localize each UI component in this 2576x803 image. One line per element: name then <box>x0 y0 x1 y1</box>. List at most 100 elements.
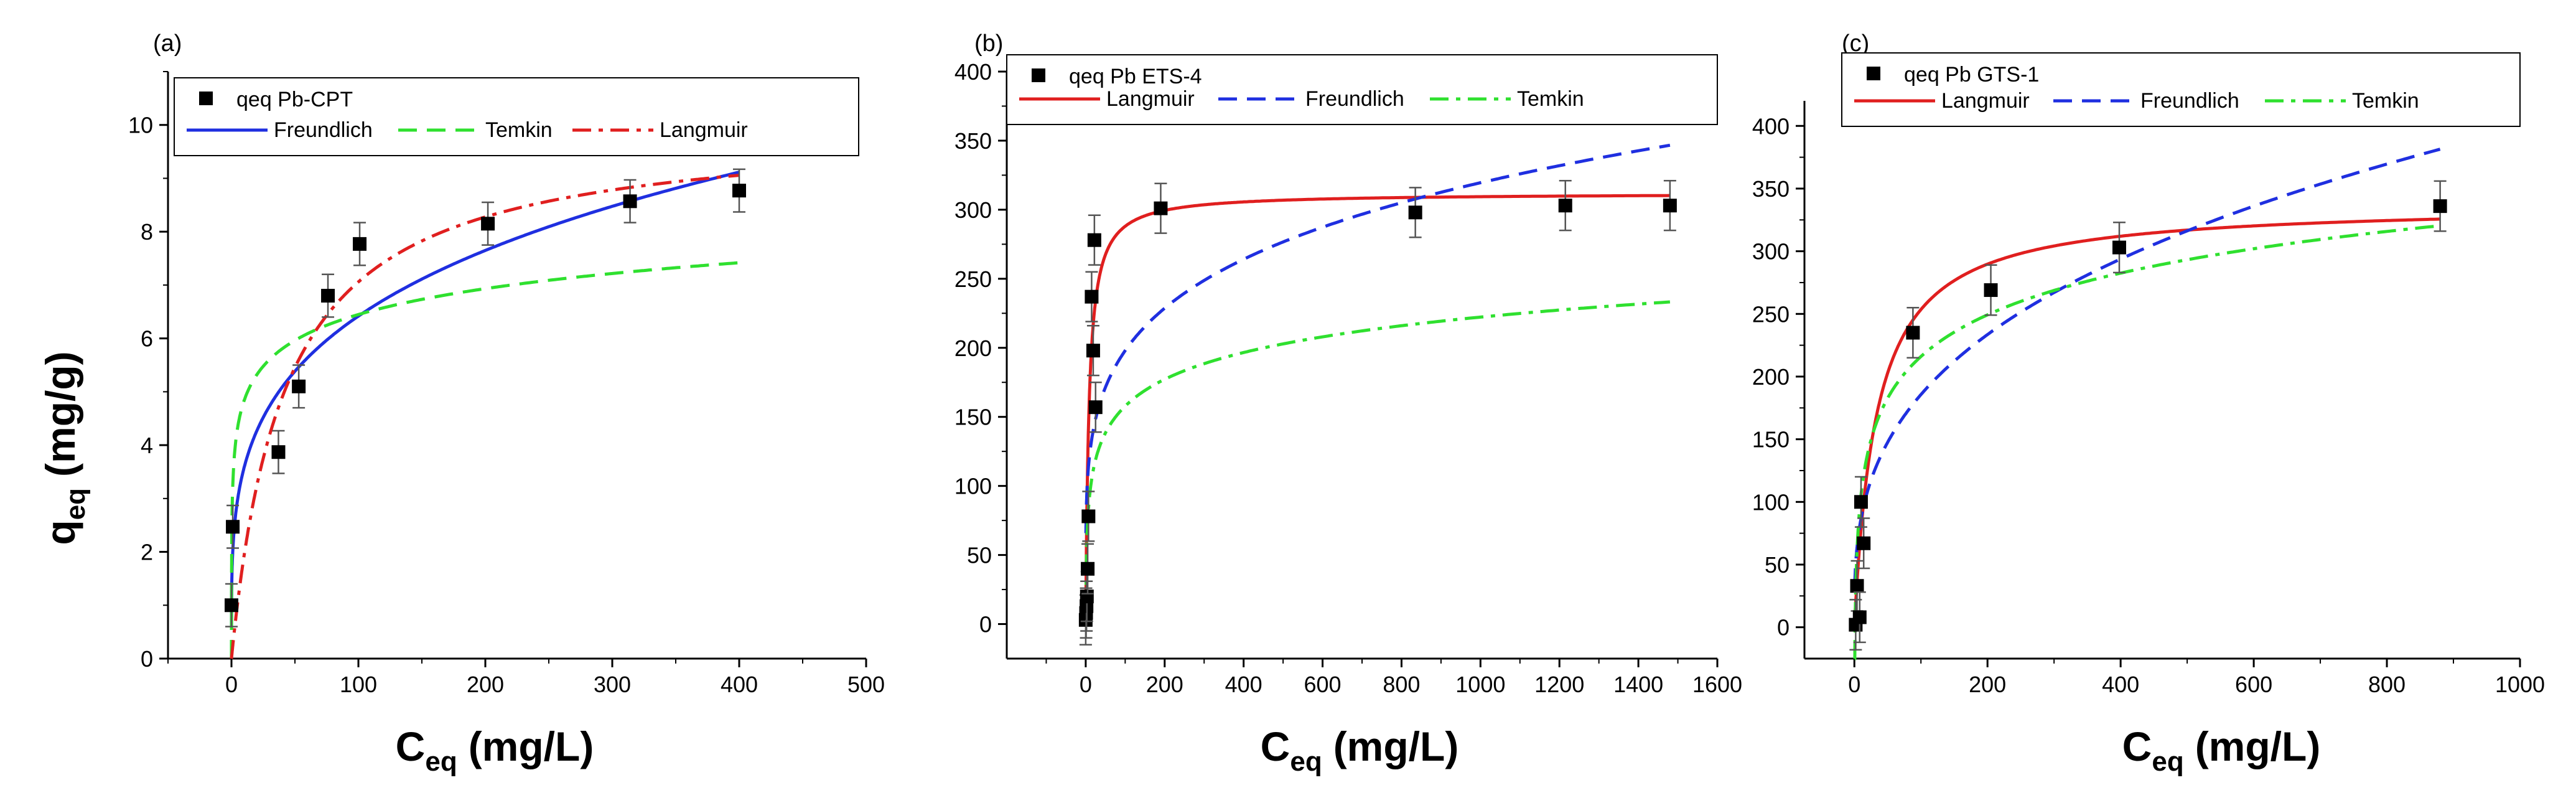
series-freundlich-line <box>230 171 740 626</box>
y-tick-label: 400 <box>954 59 992 85</box>
legend-points-label: qeq Pb ETS-4 <box>1069 65 1202 88</box>
x-tick-label: 1600 <box>1692 672 1742 697</box>
data-point <box>226 520 240 534</box>
panel-label-b: (b) <box>974 31 1003 57</box>
legend-label-temkin: Temkin <box>1517 87 1584 111</box>
y-tick-label: 100 <box>1752 489 1790 515</box>
data-point <box>1984 283 1998 298</box>
data-point <box>1080 589 1094 604</box>
legend-label-freundlich: Freundlich <box>2140 89 2239 113</box>
data-point <box>1088 400 1103 415</box>
x-tick-label: 600 <box>2235 672 2272 697</box>
data-point <box>1154 201 1168 215</box>
series-langmuir-line <box>1852 217 2440 628</box>
x-tick-label: 400 <box>2102 672 2139 697</box>
y-tick-label: 50 <box>967 543 992 568</box>
y-tick-label: 50 <box>1765 552 1790 578</box>
x-tick-label: 400 <box>721 672 758 697</box>
data-point <box>1850 579 1864 593</box>
panel-label-a: (a) <box>153 31 182 57</box>
data-point <box>1087 233 1101 247</box>
legend: qeq Pb-CPT Freundlich Temkin Langmuir <box>174 77 859 156</box>
x-tick-label: 200 <box>1969 672 2006 697</box>
series-langmuir-line <box>230 174 740 659</box>
y-tick-label: 350 <box>1752 176 1790 202</box>
y-tick-label: 10 <box>128 113 153 138</box>
x-tick-label: 100 <box>340 672 377 697</box>
y-tick-label: 2 <box>141 540 153 565</box>
y-tick-label: 250 <box>1752 301 1790 327</box>
y-tick-label: 350 <box>954 128 992 154</box>
legend-points-label: qeq Pb GTS-1 <box>1904 63 2039 87</box>
x-tick-label: 400 <box>1225 672 1262 697</box>
x-tick-label: 1200 <box>1534 672 1584 697</box>
data-point <box>732 184 746 198</box>
x-tick-label: 0 <box>1848 672 1860 697</box>
legend-points-label: qeq Pb-CPT <box>236 88 353 111</box>
x-tick-label: 0 <box>225 672 238 697</box>
data-point <box>1663 199 1677 213</box>
legend-marker <box>1867 67 1880 80</box>
data-point <box>1408 205 1422 220</box>
data-point <box>1081 561 1095 576</box>
chart-panel-c: 0 200 400 600 800 1000 0 50 100 150 200 250 300 350 40… <box>1752 52 2545 697</box>
x-tick-label: 800 <box>2368 672 2406 697</box>
legend-marker <box>199 92 213 105</box>
data-point <box>1085 289 1099 304</box>
data-point <box>271 445 286 459</box>
y-tick-label: 6 <box>141 326 153 352</box>
data-point <box>2433 199 2447 214</box>
legend-label-freundlich: Freundlich <box>274 118 373 142</box>
x-tick-label: 1000 <box>2495 672 2545 697</box>
data-point <box>1558 199 1572 213</box>
data-point <box>1086 344 1100 358</box>
x-tick-label: 1400 <box>1613 672 1663 697</box>
y-tick-label: 8 <box>141 219 153 245</box>
y-tick-label: 100 <box>954 474 992 499</box>
data-point <box>1081 509 1096 524</box>
data-point <box>292 379 306 393</box>
legend-label-freundlich: Freundlich <box>1305 87 1404 111</box>
data-point <box>1857 536 1871 550</box>
y-tick-label: 300 <box>1752 239 1790 265</box>
y-axis-title: qeq(mg/g) <box>37 351 91 545</box>
y-tick-label: 4 <box>141 433 153 458</box>
legend-label-langmuir: Langmuir <box>1106 87 1195 111</box>
data-point <box>481 217 495 231</box>
legend-label-langmuir: Langmuir <box>1941 89 2030 113</box>
data-point <box>623 194 637 209</box>
legend-box <box>1006 54 1718 125</box>
legend-box <box>1841 52 2521 127</box>
legend-box <box>174 77 859 156</box>
y-tick-label: 0 <box>1777 615 1790 641</box>
data-point <box>1854 495 1868 509</box>
x-tick-label: 600 <box>1304 672 1342 697</box>
data-point <box>1906 326 1920 340</box>
y-tick-label: 150 <box>954 405 992 430</box>
y-tick-label: 300 <box>954 197 992 223</box>
y-tick-label: 0 <box>141 646 153 672</box>
x-axis-title-a: Ceq (mg/L) <box>396 723 594 777</box>
data-point <box>225 598 238 613</box>
data-point <box>2112 240 2126 255</box>
x-tick-label: 500 <box>847 672 885 697</box>
chart-panel-b: 0 200 400 600 800 1000 1200 1400 1600 0 50 100 150 20… <box>954 54 1742 697</box>
legend-marker <box>1032 68 1045 82</box>
legend-label-temkin: Temkin <box>2352 89 2419 113</box>
x-tick-label: 800 <box>1383 672 1420 697</box>
y-tick-label: 200 <box>1752 364 1790 390</box>
y-tick-label: 200 <box>954 336 992 361</box>
data-point <box>321 289 335 303</box>
x-axis-title-b: Ceq (mg/L) <box>1261 723 1459 777</box>
y-tick-label: 150 <box>1752 427 1790 453</box>
y-tick-label: 0 <box>979 612 992 637</box>
data-point <box>353 237 367 251</box>
data-point <box>1852 610 1867 624</box>
chart-panel-a: 0 100 200 300 400 500 0 2 4 6 8 10 qeq Pb-CPT Freundl… <box>128 71 885 697</box>
series-temkin-line <box>1084 300 1671 611</box>
x-tick-label: 1000 <box>1455 672 1505 697</box>
x-tick-label: 200 <box>467 672 504 697</box>
